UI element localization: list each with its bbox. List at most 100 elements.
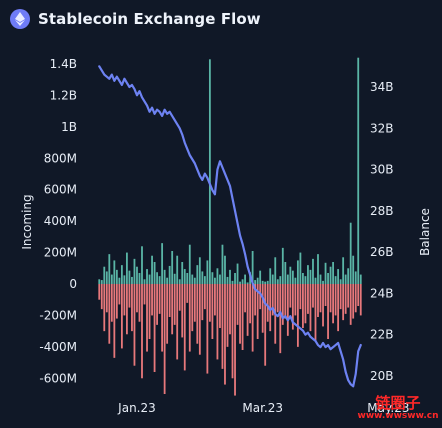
inflow-bar	[201, 271, 204, 284]
inflow-bar	[284, 262, 287, 284]
inflow-bar	[191, 274, 194, 284]
outflow-bar	[163, 284, 166, 394]
inflow-bar	[261, 280, 264, 284]
outflow-bar	[279, 284, 282, 354]
outflow-bar	[201, 284, 204, 321]
inflow-bar	[108, 254, 111, 284]
inflow-bar	[103, 266, 106, 284]
inflow-bar	[352, 255, 355, 284]
inflow-bar	[198, 257, 201, 284]
outflow-bar	[309, 284, 312, 332]
inflow-bar	[259, 270, 262, 284]
inflow-bar	[178, 279, 181, 284]
inflow-bar	[239, 281, 241, 284]
inflow-bar	[158, 276, 161, 284]
outflow-bar	[302, 284, 304, 328]
ethereum-icon	[10, 9, 30, 29]
outflow-bar	[131, 284, 133, 332]
inflow-bar	[254, 280, 257, 284]
inflow-bar	[105, 271, 108, 284]
y-left-tick-label: -400M	[39, 340, 77, 354]
inflow-bar	[138, 273, 141, 284]
inflow-bar	[224, 255, 226, 284]
outflow-bar	[188, 284, 191, 352]
inflow-bar	[246, 282, 249, 284]
inflow-bar	[271, 274, 274, 284]
outflow-bar	[307, 284, 309, 314]
inflow-bar	[153, 262, 156, 284]
outflow-bar	[158, 284, 161, 314]
outflow-bar	[241, 284, 244, 350]
inflow-bar	[244, 274, 246, 284]
watermark: 链圈子 www.wwsww.cn	[356, 395, 440, 426]
inflow-bar	[276, 279, 279, 284]
inflow-bar	[208, 59, 211, 284]
inflow-bar	[176, 255, 179, 284]
outflow-bar	[108, 284, 111, 344]
outflow-bar	[105, 284, 108, 313]
outflow-bar	[136, 284, 138, 313]
outflow-bar	[156, 284, 158, 325]
y-left-tick-label: 0	[69, 277, 77, 291]
outflow-bar	[357, 284, 360, 306]
outflow-bar	[229, 284, 231, 335]
inflow-bar	[98, 279, 101, 284]
inflow-bar	[312, 258, 314, 284]
outflow-bar	[113, 284, 116, 358]
inflow-bar	[226, 276, 229, 284]
y-right-tick-label: 34B	[370, 80, 394, 94]
inflow-bar	[100, 280, 103, 284]
inflow-bar	[236, 263, 239, 284]
inflow-bar	[123, 275, 126, 284]
inflow-bar	[229, 269, 231, 284]
outflow-bar	[352, 284, 355, 319]
inflow-bar	[163, 269, 166, 284]
inflow-bar	[359, 274, 362, 284]
inflow-bar	[206, 260, 209, 284]
outflow-bar	[269, 284, 272, 332]
outflow-bar	[186, 284, 189, 303]
outflow-bar	[317, 284, 319, 317]
inflow-bar	[143, 279, 146, 284]
outflow-bar	[334, 284, 337, 316]
inflow-bar	[216, 268, 219, 284]
outflow-bar	[281, 284, 284, 325]
inflow-bar	[196, 265, 199, 284]
inflow-bar	[136, 266, 138, 284]
outflow-bar	[254, 284, 257, 316]
outflow-bar	[193, 284, 196, 322]
y-left-tick-label: 1B	[61, 120, 77, 134]
inflow-bar	[299, 252, 302, 284]
outflow-bar	[100, 284, 103, 310]
inflow-bar	[231, 280, 234, 284]
outflow-bar	[214, 284, 216, 316]
outflow-bar	[249, 284, 252, 324]
inflow-bar	[324, 262, 327, 284]
outflow-bar	[141, 284, 143, 379]
x-tick-label: Jan.23	[117, 401, 156, 415]
inflow-bar	[181, 262, 184, 284]
inflow-bar	[291, 270, 294, 284]
outflow-bar	[226, 284, 229, 347]
outflow-bar	[103, 284, 106, 332]
outflow-bar	[324, 284, 327, 306]
outflow-bar	[221, 284, 224, 369]
y-left-tick-label: 1.2B	[50, 88, 77, 102]
y-left-tick-label: 200M	[44, 246, 77, 260]
outflow-bar	[299, 284, 302, 310]
outflow-bar	[123, 284, 126, 316]
inflow-bar	[221, 244, 224, 284]
inflow-bar	[186, 273, 189, 284]
outflow-bar	[264, 284, 267, 366]
outflow-bar	[176, 284, 179, 360]
outflow-bar	[143, 284, 146, 305]
right-axis-ticks: 34B 32B 30B 28B 26B 24B 22B 20B	[370, 80, 394, 383]
inflow-bar	[274, 257, 277, 284]
outflow-bar	[344, 284, 347, 314]
outflow-bar	[339, 284, 342, 310]
inflow-bar	[166, 277, 169, 284]
y-right-tick-label: 20B	[370, 369, 394, 383]
y-left-tick-label: -600M	[39, 371, 77, 385]
outflow-bar	[133, 284, 136, 366]
